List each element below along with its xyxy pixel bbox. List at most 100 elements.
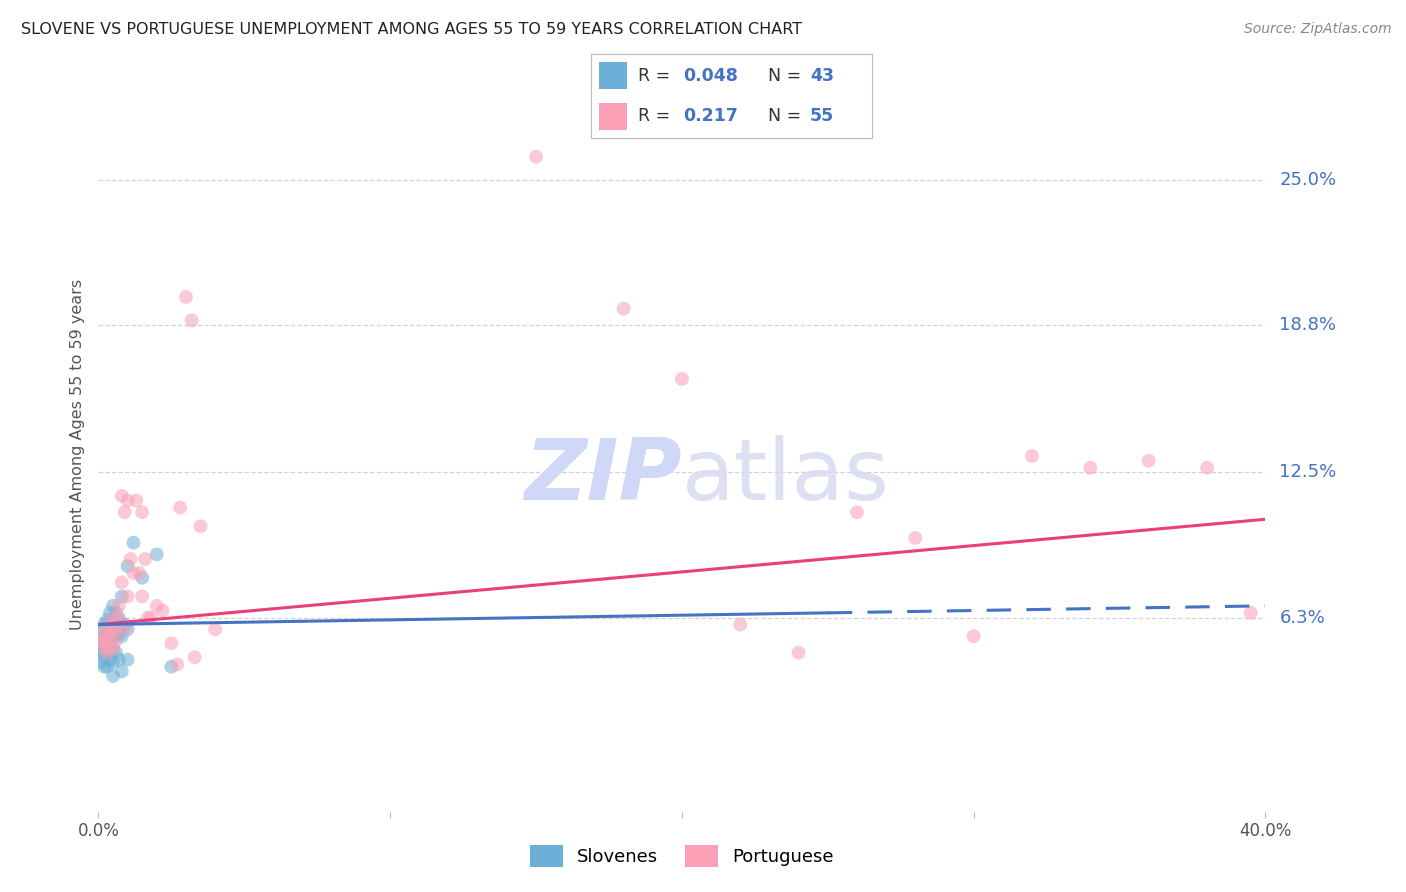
Point	[101, 655, 124, 669]
Point	[104, 646, 127, 660]
Point	[108, 627, 131, 641]
Point	[134, 552, 156, 566]
Point	[904, 531, 927, 545]
Y-axis label: Unemployment Among Ages 55 to 59 years: Unemployment Among Ages 55 to 59 years	[69, 279, 84, 631]
Point	[87, 634, 110, 648]
Point	[101, 640, 124, 655]
Point	[117, 559, 139, 574]
Point	[612, 301, 634, 316]
Point	[96, 659, 118, 673]
FancyBboxPatch shape	[599, 62, 627, 89]
Point	[93, 627, 115, 641]
Point	[111, 489, 134, 503]
Point	[93, 650, 115, 665]
Point	[1195, 460, 1218, 475]
Point	[98, 617, 121, 632]
Point	[114, 505, 136, 519]
Point	[104, 606, 127, 620]
Point	[1137, 454, 1160, 468]
Point	[98, 606, 121, 620]
Point	[139, 610, 162, 624]
Point	[101, 613, 124, 627]
Point	[120, 552, 142, 566]
Point	[111, 629, 134, 643]
Point	[122, 535, 145, 549]
Point	[146, 547, 169, 561]
Point	[93, 640, 115, 655]
Text: R =: R =	[638, 67, 676, 85]
Point	[104, 634, 127, 648]
Point	[117, 493, 139, 508]
Point	[96, 646, 118, 660]
Point	[98, 653, 121, 667]
Text: ZIP: ZIP	[524, 434, 682, 518]
Point	[108, 653, 131, 667]
Point	[174, 290, 197, 304]
Text: 18.8%: 18.8%	[1279, 316, 1336, 334]
Point	[101, 624, 124, 639]
Point	[117, 653, 139, 667]
Point	[90, 622, 112, 636]
Point	[169, 500, 191, 515]
Text: R =: R =	[638, 107, 682, 125]
Point	[96, 622, 118, 636]
Point	[98, 640, 121, 655]
Text: 55: 55	[810, 107, 834, 125]
Point	[136, 610, 159, 624]
Point	[96, 634, 118, 648]
Text: SLOVENE VS PORTUGUESE UNEMPLOYMENT AMONG AGES 55 TO 59 YEARS CORRELATION CHART: SLOVENE VS PORTUGUESE UNEMPLOYMENT AMONG…	[21, 22, 803, 37]
Point	[111, 590, 134, 604]
Point	[524, 150, 547, 164]
Point	[98, 627, 121, 641]
Point	[114, 617, 136, 632]
Point	[96, 613, 118, 627]
Point	[183, 650, 205, 665]
Text: 12.5%: 12.5%	[1279, 464, 1337, 482]
Point	[125, 493, 148, 508]
Text: 0.048: 0.048	[683, 67, 738, 85]
Point	[93, 659, 115, 673]
Text: 25.0%: 25.0%	[1279, 171, 1337, 189]
Point	[787, 646, 810, 660]
Point	[90, 646, 112, 660]
Point	[114, 622, 136, 636]
Point	[87, 634, 110, 648]
Point	[108, 599, 131, 613]
Text: atlas: atlas	[682, 434, 890, 518]
Text: 43: 43	[810, 67, 834, 85]
Point	[104, 629, 127, 643]
Point	[101, 640, 124, 655]
Point	[1021, 449, 1043, 463]
Point	[128, 566, 150, 580]
Point	[96, 636, 118, 650]
Point	[160, 659, 183, 673]
Point	[93, 640, 115, 655]
Point	[131, 590, 153, 604]
Point	[108, 610, 131, 624]
Point	[101, 669, 124, 683]
Point	[1240, 606, 1263, 620]
Legend: Slovenes, Portuguese: Slovenes, Portuguese	[523, 838, 841, 874]
Point	[93, 617, 115, 632]
Point	[98, 629, 121, 643]
Point	[728, 617, 751, 632]
Point	[93, 629, 115, 643]
Point	[101, 610, 124, 624]
Text: 6.3%: 6.3%	[1279, 608, 1324, 626]
Point	[101, 627, 124, 641]
Point	[131, 571, 153, 585]
Point	[108, 613, 131, 627]
Point	[166, 657, 188, 672]
Point	[111, 665, 134, 679]
Text: 0.217: 0.217	[683, 107, 738, 125]
Text: Source: ZipAtlas.com: Source: ZipAtlas.com	[1244, 22, 1392, 37]
Point	[117, 590, 139, 604]
Point	[96, 646, 118, 660]
Point	[1080, 460, 1102, 475]
Point	[117, 622, 139, 636]
Point	[152, 603, 174, 617]
Point	[96, 624, 118, 639]
FancyBboxPatch shape	[599, 103, 627, 130]
Point	[98, 617, 121, 632]
Text: N =: N =	[768, 107, 807, 125]
